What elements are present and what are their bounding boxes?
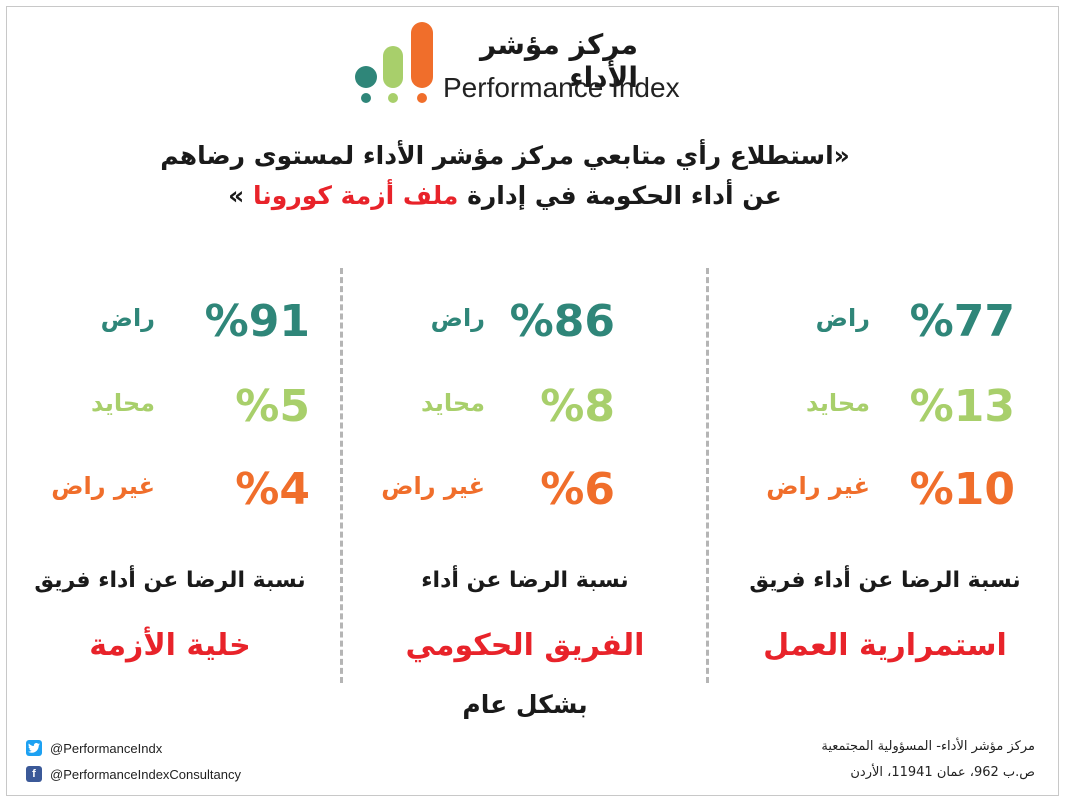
team-name: الفريق الحكومي — [405, 628, 645, 663]
satisfied-label: راض — [815, 304, 870, 332]
team-name: خلية الأزمة — [89, 628, 251, 663]
dissatisfied-row: %4 غير راض — [10, 464, 330, 524]
headline-line-1: «استطلاع رأي متابعي مركز مؤشر الأداء لمس… — [160, 141, 850, 170]
neutral-percent: %13 — [909, 381, 1015, 432]
logo-name-english: Performance Index — [443, 72, 680, 103]
address-line-2: ص.ب 962، عمان 11941، الأردن — [850, 765, 1035, 780]
facebook-icon: f — [26, 766, 42, 782]
twitter-handle[interactable]: @PerformanceIndx — [50, 740, 163, 756]
column-divider — [340, 268, 343, 683]
neutral-label: محايد — [805, 389, 870, 417]
dissatisfied-label: غير راض — [381, 472, 485, 500]
dissatisfied-percent: %4 — [235, 464, 310, 515]
column-business-continuity: %77 راض %13 محايد %10 غير راض نسبة الرضا… — [725, 290, 1045, 690]
satisfied-row: %91 راض — [10, 296, 330, 356]
headline-line-2: عن أداء الحكومة في إدارة ملف أزمة كورونا… — [150, 176, 860, 216]
satisfied-percent: %77 — [909, 296, 1015, 347]
dissatisfied-percent: %6 — [540, 464, 615, 515]
neutral-percent: %8 — [540, 381, 615, 432]
dissatisfied-label: غير راض — [51, 472, 155, 500]
satisfied-percent: %91 — [204, 296, 310, 347]
headline-highlight: ملف أزمة كورونا — [253, 181, 459, 210]
neutral-label: محايد — [90, 389, 155, 417]
facebook-handle-row[interactable]: f @PerformanceIndexConsultancy — [26, 765, 241, 783]
neutral-row: %8 محايد — [365, 381, 685, 441]
logo-name-arabic: مركز مؤشر الأداء — [479, 28, 638, 94]
dissatisfied-row: %10 غير راض — [725, 464, 1045, 524]
performance-index-logo-icon — [355, 22, 433, 103]
overall-suffix: بشكل عام — [462, 690, 588, 719]
neutral-row: %13 محايد — [725, 381, 1045, 441]
satisfied-label: راض — [430, 304, 485, 332]
dissatisfied-label: غير راض — [766, 472, 870, 500]
neutral-percent: %5 — [235, 381, 310, 432]
satisfied-label: راض — [100, 304, 155, 332]
column-description: نسبة الرضا عن أداء فريق — [34, 568, 306, 593]
column-description: نسبة الرضا عن أداء — [421, 568, 629, 593]
column-crisis-cell: %91 راض %5 محايد %4 غير راض نسبة الرضا ع… — [10, 290, 330, 690]
dissatisfied-percent: %10 — [909, 464, 1015, 515]
satisfied-row: %86 راض — [365, 296, 685, 356]
headline-line-2-suffix: » — [228, 181, 253, 210]
satisfied-percent: %86 — [509, 296, 615, 347]
column-description: نسبة الرضا عن أداء فريق — [749, 568, 1021, 593]
headline: «استطلاع رأي متابعي مركز مؤشر الأداء لمس… — [150, 136, 860, 216]
column-government-team: %86 راض %8 محايد %6 غير راض نسبة الرضا ع… — [365, 290, 685, 690]
twitter-handle-row[interactable]: @PerformanceIndx — [26, 739, 162, 757]
neutral-label: محايد — [420, 389, 485, 417]
twitter-icon — [26, 740, 42, 756]
address-line-1: مركز مؤشر الأداء- المسؤولية المجتمعية — [821, 739, 1035, 754]
page-frame — [6, 6, 1059, 796]
facebook-handle[interactable]: @PerformanceIndexConsultancy — [50, 766, 241, 782]
column-divider — [706, 268, 709, 683]
neutral-row: %5 محايد — [10, 381, 330, 441]
team-name: استمرارية العمل — [763, 628, 1007, 663]
dissatisfied-row: %6 غير راض — [365, 464, 685, 524]
headline-line-2-prefix: عن أداء الحكومة في إدارة — [458, 181, 782, 210]
satisfied-row: %77 راض — [725, 296, 1045, 356]
